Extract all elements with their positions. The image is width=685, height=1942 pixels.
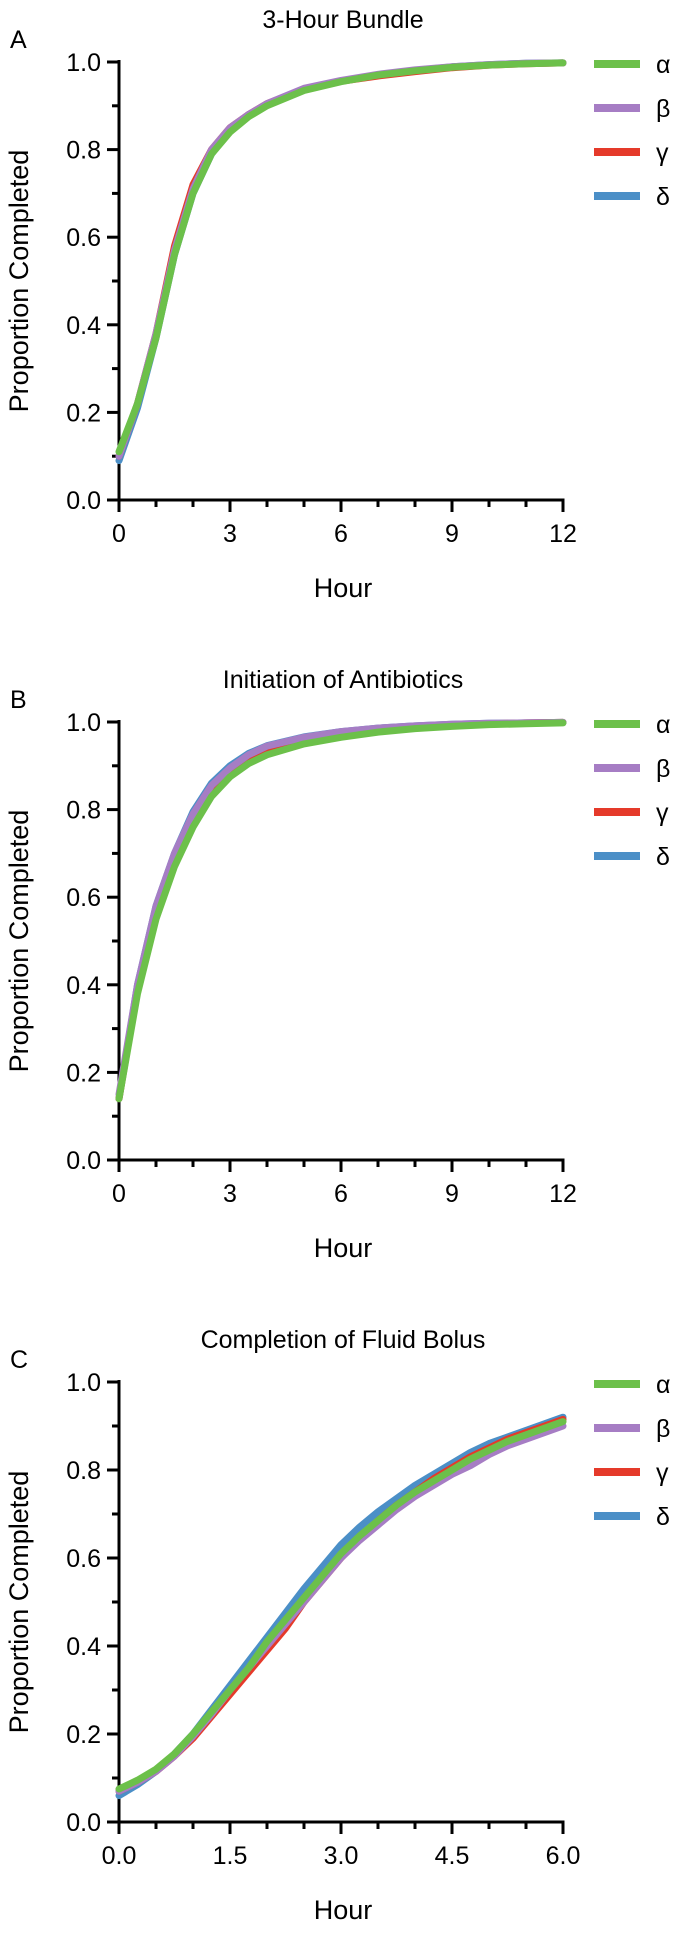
y-tick-label: 0.6 (66, 224, 101, 252)
legend-label: δ (656, 1503, 670, 1531)
x-tick-label: 6 (334, 520, 348, 548)
y-tick-label: 0.0 (66, 487, 101, 515)
legend-label: α (656, 711, 670, 739)
y-tick-label: 1.0 (66, 709, 101, 737)
legend-label: α (656, 1371, 670, 1399)
y-tick-label: 0.4 (66, 972, 101, 1000)
x-tick-label: 9 (445, 1180, 459, 1208)
legend-label: α (656, 51, 670, 79)
x-tick-label: 3 (223, 520, 237, 548)
y-tick-label: 0.0 (66, 1147, 101, 1175)
x-axis-label: Hour (314, 1895, 373, 1925)
legend-label: γ (656, 1459, 669, 1487)
series-line (115, 59, 567, 456)
y-tick-label: 0.2 (66, 399, 101, 427)
y-axis-label: Proportion Completed (4, 810, 34, 1073)
legend-label: δ (656, 183, 670, 211)
y-tick-label: 0.6 (66, 884, 101, 912)
series-line (115, 1415, 567, 1795)
x-tick-label: 0 (112, 1180, 126, 1208)
x-tick-label: 6 (334, 1180, 348, 1208)
x-tick-label: 1.5 (213, 1842, 248, 1870)
series-line (115, 59, 567, 460)
x-tick-label: 0 (112, 520, 126, 548)
panel-letter: A (10, 26, 27, 54)
y-axis-label: Proportion Completed (4, 150, 34, 413)
legend-label: γ (656, 799, 669, 827)
series-line (115, 1418, 567, 1793)
y-tick-label: 0.4 (66, 1633, 101, 1661)
y-tick-label: 0.2 (66, 1721, 101, 1749)
series-line (115, 59, 567, 460)
x-tick-label: 3.0 (324, 1842, 359, 1870)
x-tick-label: 0.0 (102, 1842, 137, 1870)
y-tick-label: 0.8 (66, 797, 101, 825)
series-line (115, 718, 567, 1098)
legend-label: β (656, 95, 670, 123)
series-line (115, 1422, 567, 1795)
chart-panel-a: A 3-Hour Bundle 0.0 0.2 0.4 0.6 0.8 1.0 0 3 6 9 12 Ho… (4, 6, 670, 603)
x-tick-label: 4.5 (435, 1842, 470, 1870)
y-tick-label: 1.0 (66, 1369, 101, 1397)
series-line (115, 718, 567, 1103)
y-tick-label: 0.6 (66, 1545, 101, 1573)
chart-panel-c: C Completion of Fluid Bolus 0.0 0.2 0.4 0.6 0.… (4, 1326, 670, 1925)
chart-title: Initiation of Antibiotics (223, 666, 463, 694)
y-tick-label: 0.8 (66, 1457, 101, 1485)
panel-letter: C (10, 1346, 28, 1374)
series-line (115, 718, 567, 1103)
y-tick-label: 0.8 (66, 137, 101, 165)
y-tick-label: 0.0 (66, 1809, 101, 1837)
y-axis-label: Proportion Completed (4, 1471, 34, 1734)
y-tick-label: 0.4 (66, 312, 101, 340)
series-line (115, 719, 567, 1103)
x-tick-label: 12 (549, 520, 577, 548)
legend-label: γ (656, 139, 669, 167)
x-axis-label: Hour (314, 573, 373, 603)
legend-label: δ (656, 843, 670, 871)
legend-label: β (656, 755, 670, 783)
legend-label: β (656, 1415, 670, 1443)
x-axis-label: Hour (314, 1233, 373, 1263)
chart-panel-b: B Initiation of Antibiotics 0.0 0.2 0.4 0.6 0.… (4, 666, 670, 1263)
panel-letter: B (10, 686, 27, 714)
chart-title: 3-Hour Bundle (262, 6, 423, 34)
series-line (115, 59, 567, 465)
y-tick-label: 1.0 (66, 49, 101, 77)
chart-title: Completion of Fluid Bolus (201, 1326, 486, 1354)
x-tick-label: 6.0 (546, 1842, 581, 1870)
x-tick-label: 3 (223, 1180, 237, 1208)
x-tick-label: 12 (549, 1180, 577, 1208)
y-tick-label: 0.2 (66, 1059, 101, 1087)
x-tick-label: 9 (445, 520, 459, 548)
